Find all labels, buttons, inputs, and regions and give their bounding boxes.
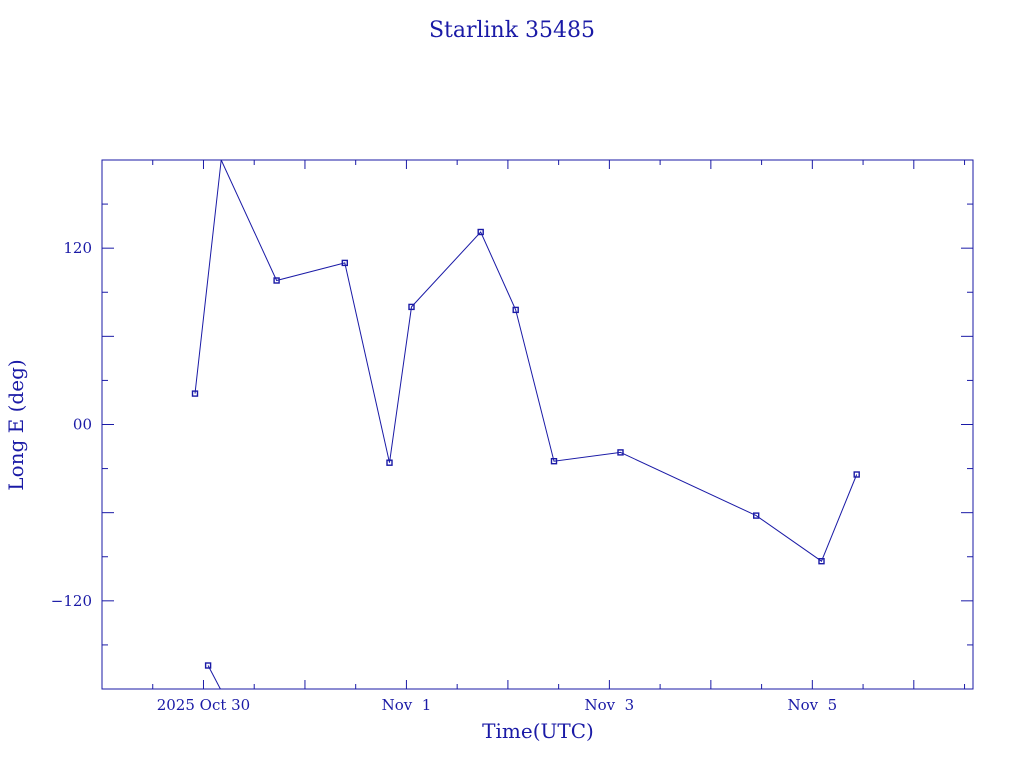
data-point-marker [204,662,212,669]
x-tick-label: Nov 1 [382,696,432,714]
x-axis-label: Time(UTC) [482,719,594,743]
chart-title: Starlink 35485 [429,18,595,43]
series-layer [194,160,858,689]
series-line-2 [207,665,221,689]
tick-labels: 2025 Oct 30 Nov 1 Nov 3 Nov 5 120 00 −120 [51,239,837,714]
y-axis-label: Long E (deg) [4,359,28,490]
data-point-marker [753,512,760,519]
y-tick-label: 00 [73,416,92,434]
x-tick-label: Nov 5 [787,696,837,714]
data-point-marker [273,277,280,284]
data-point-marker [617,449,624,456]
data-point-marker [853,471,860,478]
data-point-marker [477,228,484,236]
data-point-marker [512,306,519,314]
y-tick-label: −120 [51,592,92,610]
data-point-marker [341,259,348,267]
x-tick-label: 2025 Oct 30 [157,696,251,714]
marker-layer [191,228,860,669]
series-line-1 [194,160,858,562]
x-tick-label: Nov 3 [585,696,635,714]
plot-frame [101,159,974,690]
data-point-marker [191,390,199,397]
data-point-marker [408,303,415,311]
axis-ticks [102,160,973,689]
data-point-marker [818,558,825,565]
data-point-marker [550,458,558,465]
data-point-marker [386,459,393,466]
y-tick-label: 120 [63,239,92,257]
